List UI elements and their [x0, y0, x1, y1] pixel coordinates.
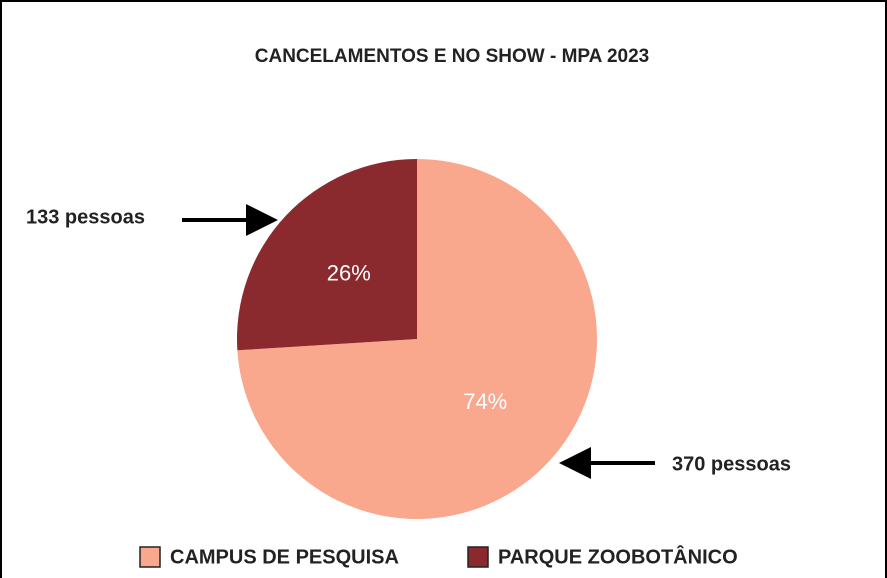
legend-label: PARQUE ZOOBOTÂNICO: [498, 544, 738, 568]
legend-label: CAMPUS DE PESQUISA: [170, 546, 399, 568]
pie-slice: [237, 159, 597, 519]
slice-label: 74%: [463, 389, 507, 414]
annotation: 370 pessoas: [672, 453, 791, 475]
pie-slice: [237, 159, 417, 351]
legend-swatch: [467, 546, 489, 568]
annotation: 133 pessoas: [26, 206, 145, 228]
slice-label: 26%: [327, 261, 371, 286]
chart-title: CANCELAMENTOS E NO SHOW - MPA 2023: [255, 46, 649, 67]
legend-swatch: [139, 546, 161, 568]
